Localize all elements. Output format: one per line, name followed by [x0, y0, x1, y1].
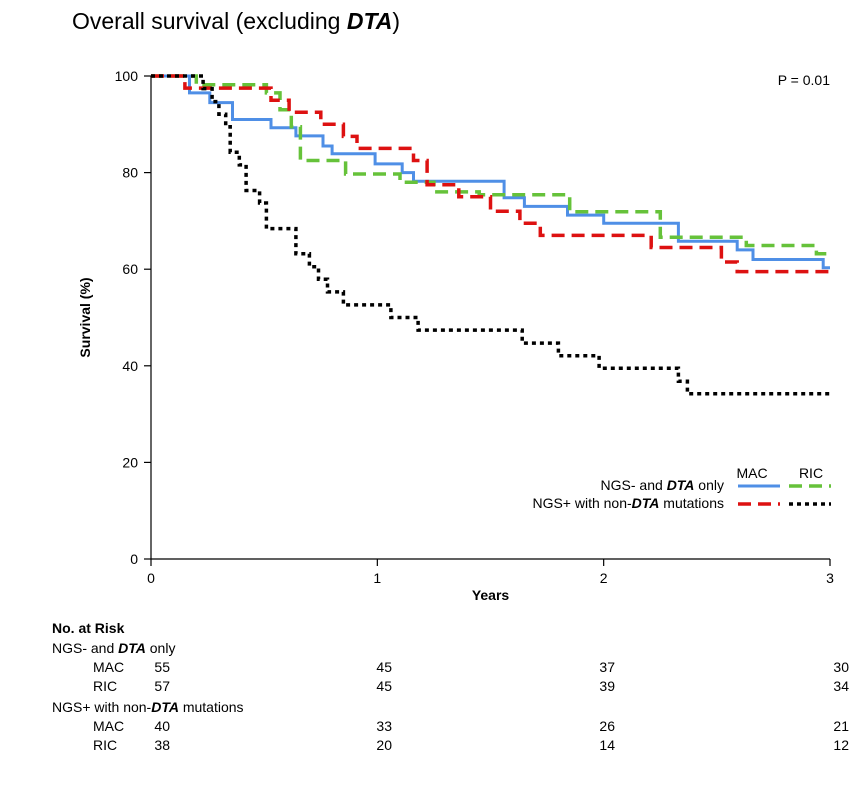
- risk-group-label-part: NGS- and: [52, 640, 119, 656]
- legend-header-mac: MAC: [736, 465, 767, 481]
- y-tick-label: 0: [130, 551, 138, 567]
- risk-count: 21: [833, 718, 849, 734]
- series-line-3: [151, 74, 830, 396]
- risk-count: 33: [376, 718, 392, 734]
- risk-count: 45: [376, 659, 392, 675]
- y-tick-label: 40: [122, 358, 138, 374]
- x-tick-label: 1: [373, 570, 381, 586]
- x-tick-label: 0: [147, 570, 155, 586]
- risk-count: 14: [599, 737, 615, 753]
- risk-group-label: NGS- and DTA only: [52, 640, 175, 656]
- risk-group-label-part: mutations: [178, 699, 244, 715]
- risk-count: 39: [599, 678, 615, 694]
- risk-count: 12: [833, 737, 849, 753]
- legend-label-part: DTA: [667, 477, 695, 493]
- y-tick-label: 80: [122, 165, 138, 181]
- risk-count: 45: [376, 678, 392, 694]
- legend-label-part: DTA: [632, 495, 660, 511]
- risk-count: 20: [376, 737, 392, 753]
- y-tick-label: 60: [122, 261, 138, 277]
- y-axis-label: Survival (%): [77, 277, 93, 357]
- legend-label-part: mutations: [659, 495, 724, 511]
- risk-group-label-part: NGS+ with non-: [52, 699, 152, 715]
- p-value-annotation: P = 0.01: [778, 72, 831, 88]
- series-line-0: [151, 74, 830, 270]
- risk-group-label-part: DTA: [118, 640, 146, 656]
- chart-title: Overall survival (excluding DTA): [72, 8, 400, 35]
- risk-group-label-part: DTA: [151, 699, 179, 715]
- legend-label-1: NGS+ with non-DTA mutations: [532, 495, 724, 511]
- risk-arm-label: MAC: [93, 718, 125, 734]
- legend-header-ric: RIC: [799, 465, 823, 481]
- legend-label-0: NGS- and DTA only: [601, 477, 724, 493]
- risk-arm-label: MAC: [93, 659, 125, 675]
- x-tick-label: 2: [600, 570, 608, 586]
- risk-count: 34: [833, 678, 849, 694]
- survival-chart: 0 20 40 60 80 100 0 1 2 3 Years Survival (%) P = 0.0…: [77, 68, 834, 603]
- risk-count: 55: [154, 659, 170, 675]
- title-prefix: Overall survival (excluding: [72, 8, 347, 34]
- risk-count: 57: [154, 678, 170, 694]
- y-tick-label: 20: [122, 454, 138, 470]
- x-axis-label: Years: [472, 587, 510, 603]
- legend-label-part: only: [694, 477, 724, 493]
- risk-arm-label: RIC: [93, 737, 118, 753]
- title-italic: DTA: [346, 8, 393, 34]
- risk-count: 26: [599, 718, 615, 734]
- risk-table-header: No. at Risk: [52, 620, 125, 636]
- legend-label-part: NGS+ with non-: [532, 495, 632, 511]
- title-suffix: ): [392, 8, 401, 34]
- risk-group-label-part: only: [145, 640, 176, 656]
- risk-count: 37: [599, 659, 615, 675]
- risk-count: 38: [154, 737, 170, 753]
- legend-label-part: NGS- and: [601, 477, 667, 493]
- risk-count: 40: [154, 718, 170, 734]
- series-line-2: [151, 74, 830, 274]
- risk-count: 30: [833, 659, 849, 675]
- risk-arm-label: RIC: [93, 678, 118, 694]
- risk-group-label: NGS+ with non-DTA mutations: [52, 699, 244, 715]
- series-line-1: [151, 74, 830, 256]
- x-tick-label: 3: [826, 570, 834, 586]
- y-tick-label: 100: [115, 68, 139, 84]
